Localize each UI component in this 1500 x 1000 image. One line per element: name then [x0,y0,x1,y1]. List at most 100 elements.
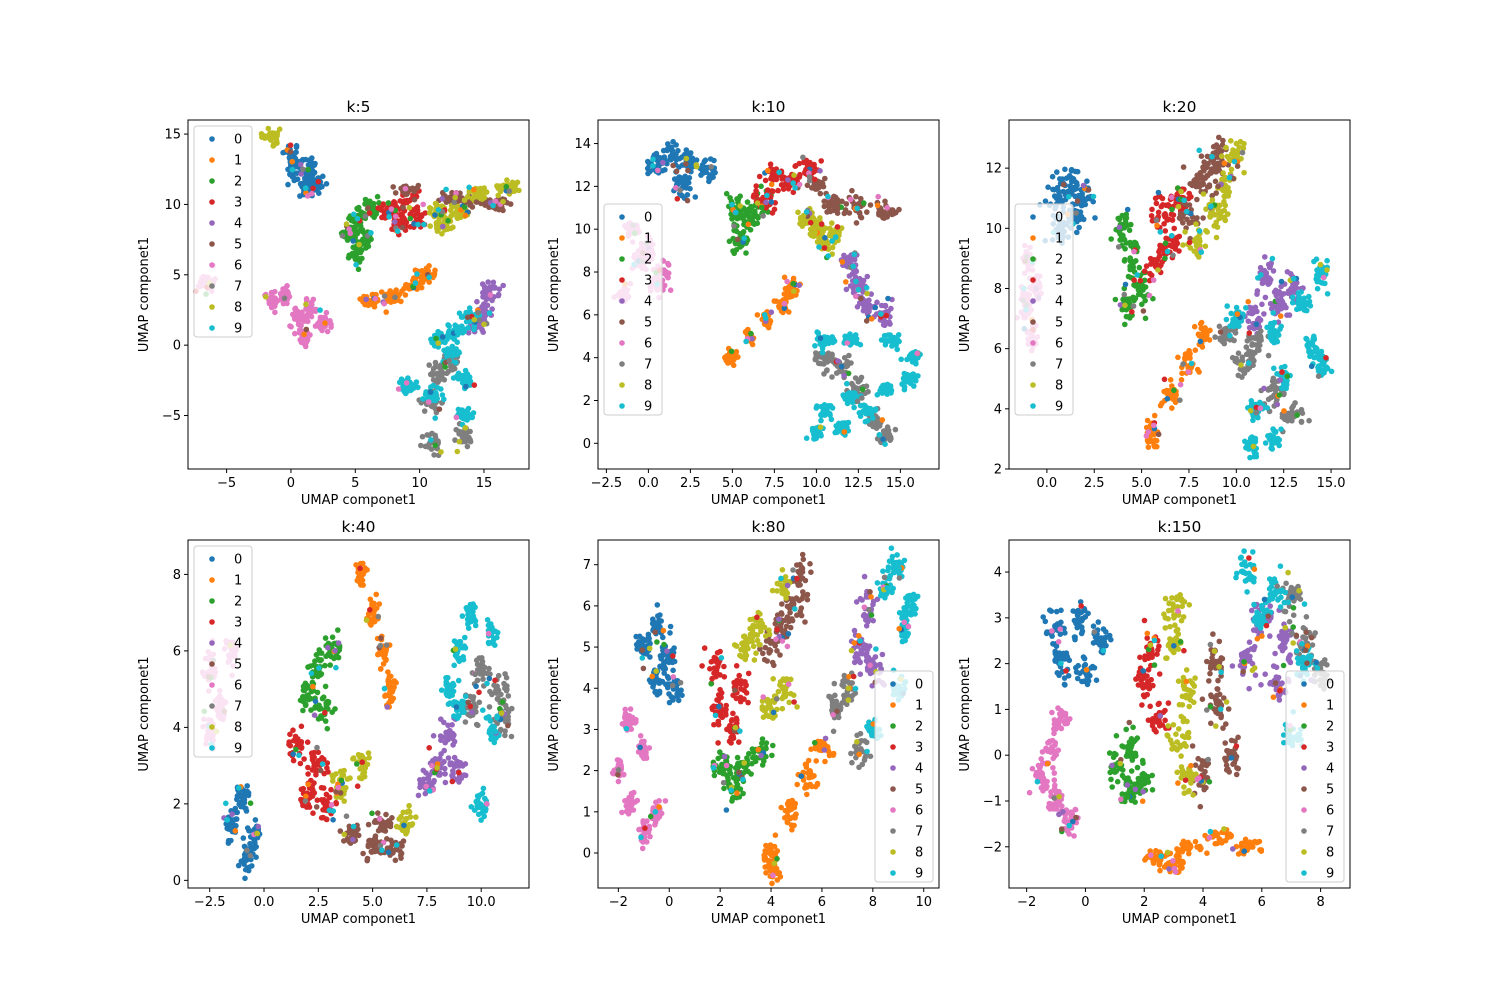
data-point [804,182,811,189]
data-point [1178,188,1184,195]
data-point [670,162,676,169]
data-point [1056,189,1062,195]
data-point [436,364,443,370]
data-point [683,155,690,162]
data-point [1187,245,1194,251]
data-point [1256,315,1262,322]
data-point [363,296,369,303]
data-point [435,340,442,346]
data-point [796,160,803,167]
data-point [1125,273,1132,280]
data-point [397,198,404,204]
data-point [860,307,867,314]
data-point [822,235,828,241]
data-point [870,420,876,427]
data-point [1324,267,1330,273]
data-point [841,372,847,379]
data-point [1253,342,1259,348]
data-point [1283,304,1289,311]
data-point [1213,234,1220,241]
data-point [1176,233,1183,240]
legend-marker [209,262,215,268]
data-point [1124,206,1131,213]
data-point [357,227,364,233]
data-point [650,163,656,169]
data-point [847,196,854,203]
data-point [910,357,916,363]
data-point [392,200,398,206]
data-point [843,286,850,293]
data-point [785,177,791,183]
legend-label: 5 [1055,316,1063,331]
data-point [1261,267,1268,274]
data-point [1138,284,1145,291]
data-point [372,295,379,302]
data-point [453,190,459,196]
data-point [471,316,478,323]
chart-title: k:20 [1163,98,1197,116]
data-point [826,357,833,364]
data-point [317,318,323,325]
data-point [1075,192,1082,199]
data-point [486,310,493,316]
data-point [427,223,434,229]
data-point [1278,426,1284,433]
legend-label: 5 [234,238,242,253]
data-point [813,353,819,360]
data-point [1277,313,1284,319]
data-point [734,236,741,243]
data-point [280,149,286,156]
data-point [878,311,884,317]
data-point [744,199,751,205]
data-point [376,200,382,206]
data-point [453,414,460,421]
data-point [1148,213,1155,219]
data-point [1155,431,1162,438]
data-point [1217,329,1224,335]
data-point [1247,435,1254,442]
data-point [673,142,679,148]
legend-label: 6 [234,259,242,274]
legend-marker [619,382,625,388]
data-point [824,367,830,373]
data-point [863,318,870,324]
data-point [462,425,469,431]
data-point [846,210,853,216]
data-point [481,321,487,328]
data-point [1254,291,1260,297]
data-point [876,432,883,438]
data-point [790,189,797,196]
data-point [753,183,759,189]
data-point [811,429,818,436]
data-point [827,410,833,417]
data-point [426,274,433,281]
data-point [451,199,458,205]
data-point [1216,323,1223,330]
legend-label: 1 [1055,232,1063,247]
data-point [1289,294,1296,301]
data-point [665,141,671,147]
data-point [868,316,875,322]
data-point [1178,377,1185,383]
data-point [426,362,433,368]
data-point [1051,193,1058,199]
data-point [1150,277,1157,283]
data-point [807,226,814,232]
data-point [434,385,441,391]
data-point [495,291,502,298]
data-point [268,289,275,296]
data-point [673,168,680,175]
data-point [386,214,392,220]
data-point [1271,365,1277,372]
data-point [1073,185,1079,192]
data-point [702,157,709,163]
data-point [748,330,754,337]
data-point [1211,160,1217,166]
data-point [1262,254,1268,260]
x-axis-label: UMAP componet1 [1122,493,1237,508]
data-point [1228,310,1234,317]
data-point [1193,183,1200,190]
data-point [669,150,676,156]
